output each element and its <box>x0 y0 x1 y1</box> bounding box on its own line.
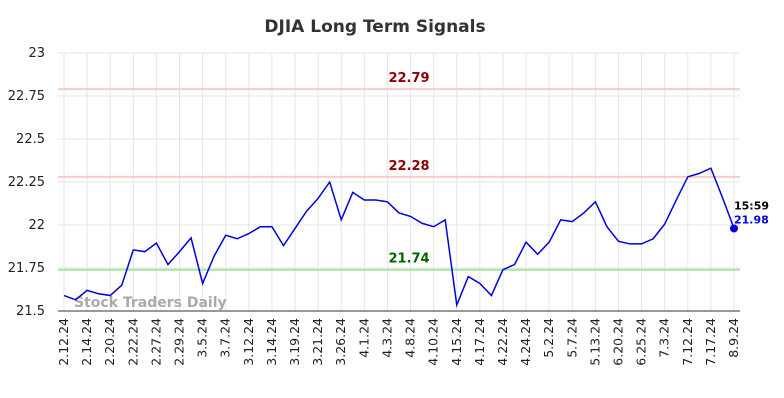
x-tick-label: 5.2.24 <box>541 318 556 358</box>
y-tick-label: 21.5 <box>16 304 45 319</box>
annotation-value: 21.98 <box>734 213 769 226</box>
y-tick-label: 22 <box>28 218 45 233</box>
x-tick-label: 4.8.24 <box>403 318 418 358</box>
x-tick-label: 3.19.24 <box>287 318 302 366</box>
x-tick-label: 8.9.24 <box>726 318 741 358</box>
x-tick-label: 4.17.24 <box>472 318 487 366</box>
y-tick-label: 23 <box>28 46 45 61</box>
signal-label: 22.28 <box>388 159 429 174</box>
x-tick-label: 7.17.24 <box>703 318 718 366</box>
y-tick-label: 22.75 <box>8 89 45 104</box>
x-tick-label: 6.25.24 <box>634 318 649 366</box>
x-tick-label: 4.15.24 <box>449 318 464 366</box>
x-tick-label: 2.29.24 <box>172 318 187 366</box>
x-tick-label: 6.20.24 <box>610 318 625 366</box>
x-tick-label: 5.7.24 <box>564 318 579 358</box>
x-tick-label: 2.22.24 <box>125 318 140 366</box>
x-tick-label: 2.20.24 <box>102 318 117 366</box>
x-tick-label: 2.27.24 <box>148 318 163 366</box>
annotation-time: 15:59 <box>734 199 769 212</box>
y-tick-label: 22.5 <box>16 132 45 147</box>
x-tick-label: 5.13.24 <box>587 318 602 366</box>
y-tick-label: 21.75 <box>8 261 45 276</box>
x-tick-label: 4.1.24 <box>356 318 371 358</box>
x-tick-label: 4.10.24 <box>426 318 441 366</box>
x-tick-label: 7.3.24 <box>657 318 672 358</box>
x-tick-label: 3.5.24 <box>195 318 210 358</box>
x-tick-label: 3.21.24 <box>310 318 325 366</box>
signal-label: 22.79 <box>388 71 429 86</box>
y-tick-label: 22.25 <box>8 175 45 190</box>
x-tick-label: 3.7.24 <box>218 318 233 358</box>
x-tick-label: 4.3.24 <box>379 318 394 358</box>
x-tick-label: 3.12.24 <box>241 318 256 366</box>
last-point <box>730 224 738 233</box>
x-tick-label: 3.14.24 <box>264 318 279 366</box>
chart-title: DJIA Long Term Signals <box>264 17 485 37</box>
x-tick-label: 7.12.24 <box>680 318 695 366</box>
x-tick-label: 4.22.24 <box>495 318 510 366</box>
watermark: Stock Traders Daily <box>74 295 227 311</box>
x-tick-label: 2.14.24 <box>79 318 94 366</box>
line-series <box>63 167 735 308</box>
x-tick-label: 2.12.24 <box>56 318 71 366</box>
signal-label: 21.74 <box>388 252 429 267</box>
x-tick-label: 4.24.24 <box>518 318 533 366</box>
x-tick-label: 3.26.24 <box>333 318 348 366</box>
